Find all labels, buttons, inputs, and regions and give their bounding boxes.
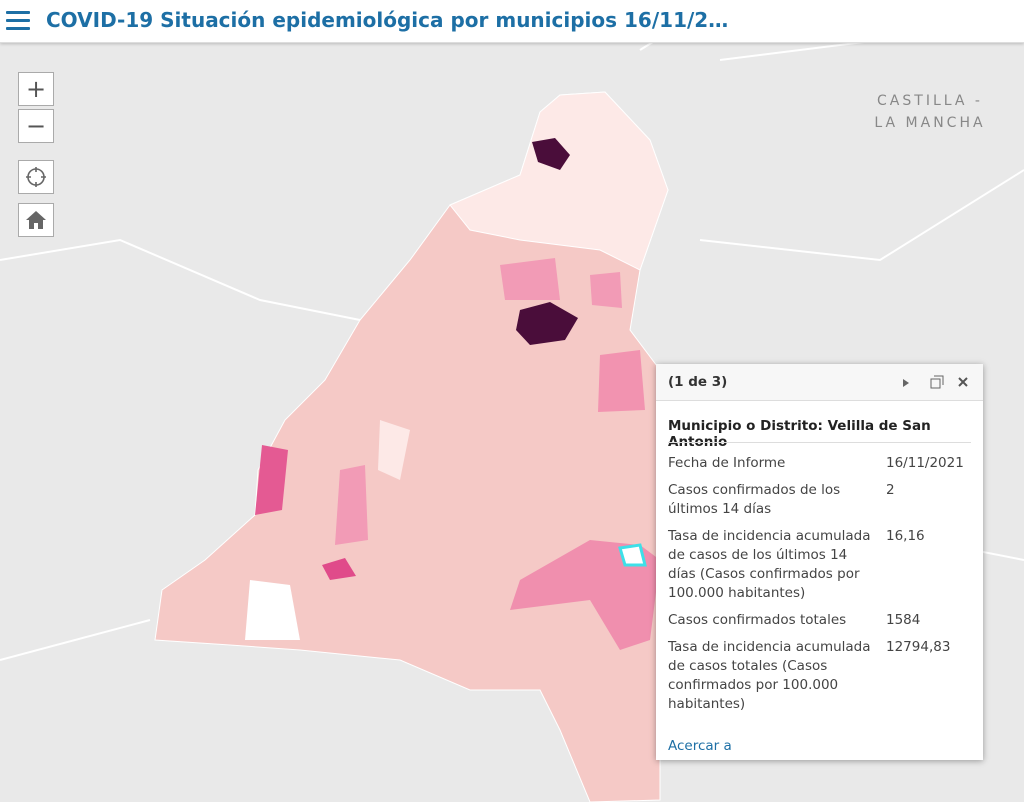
municipality[interactable]	[500, 258, 560, 300]
municipality[interactable]	[598, 350, 645, 412]
municipality[interactable]	[255, 445, 288, 515]
attribute-row: Tasa de incidencia acumulada de casos de…	[666, 525, 972, 609]
region-label: LA MANCHA	[874, 115, 985, 131]
menu-button[interactable]	[6, 11, 30, 31]
attribute-label: Casos confirmados de los últimos 14 días	[668, 482, 841, 517]
municipality[interactable]	[510, 540, 660, 650]
home-icon	[26, 211, 46, 229]
app-title: COVID-19 Situación epidemiológica por mu…	[46, 8, 729, 32]
locate[interactable]	[18, 160, 54, 194]
municipality[interactable]	[245, 580, 300, 640]
divider	[668, 442, 971, 443]
attribute-value: 12794,83	[886, 639, 951, 655]
municipality[interactable]	[516, 302, 578, 345]
municipality[interactable]	[532, 138, 570, 170]
home[interactable]	[18, 203, 54, 237]
feature-counter: (1 de 3)	[668, 374, 728, 390]
attribute-label: Fecha de Informe	[668, 455, 786, 471]
attribute-label: Tasa de incidencia acumulada de casos to…	[668, 639, 871, 712]
locate-icon	[26, 167, 46, 187]
zoom-in[interactable]: +	[18, 72, 54, 106]
next-button[interactable]	[903, 379, 909, 387]
header: COVID-19 Situación epidemiológica por mu…	[0, 0, 1024, 43]
attribute-label: Casos confirmados totales	[668, 612, 847, 628]
popup: (1 de 3) Municipio o Distrito: Velilla d…	[656, 364, 983, 760]
attribute-row: Fecha de Informe 16/11/2021	[666, 452, 972, 479]
popup-actions	[903, 375, 968, 389]
attribute-value: 2	[886, 482, 895, 498]
municipality[interactable]	[378, 420, 410, 480]
attribute-row: Tasa de incidencia acumulada de casos to…	[666, 636, 972, 720]
popup-header: (1 de 3)	[656, 364, 983, 401]
attribute-value: 1584	[886, 612, 921, 628]
region-label: CASTILLA -	[877, 93, 983, 109]
dock-icon	[934, 375, 944, 385]
popup-title: Municipio o Distrito: Velilla de San Ant…	[668, 418, 931, 450]
attribute-label: Tasa de incidencia acumulada de casos de…	[668, 528, 871, 601]
close-button[interactable]	[958, 377, 968, 387]
dock-button[interactable]	[930, 378, 941, 389]
attribute-row: Casos confirmados de los últimos 14 días…	[666, 479, 972, 525]
attribute-value: 16,16	[886, 528, 925, 544]
municipality[interactable]	[322, 558, 356, 580]
zoom-out[interactable]: −	[18, 109, 54, 143]
attribute-table: Fecha de Informe 16/11/2021 Casos confirma…	[666, 452, 972, 720]
selected-municipality[interactable]	[618, 543, 647, 567]
municipalities-north[interactable]	[449, 91, 669, 271]
zoom-to-link[interactable]: Acercar a	[668, 738, 732, 754]
attribute-row: Casos confirmados totales 1584	[666, 609, 972, 636]
municipality[interactable]	[590, 272, 622, 308]
municipality[interactable]	[335, 465, 368, 545]
attribute-value: 16/11/2021	[886, 455, 964, 471]
